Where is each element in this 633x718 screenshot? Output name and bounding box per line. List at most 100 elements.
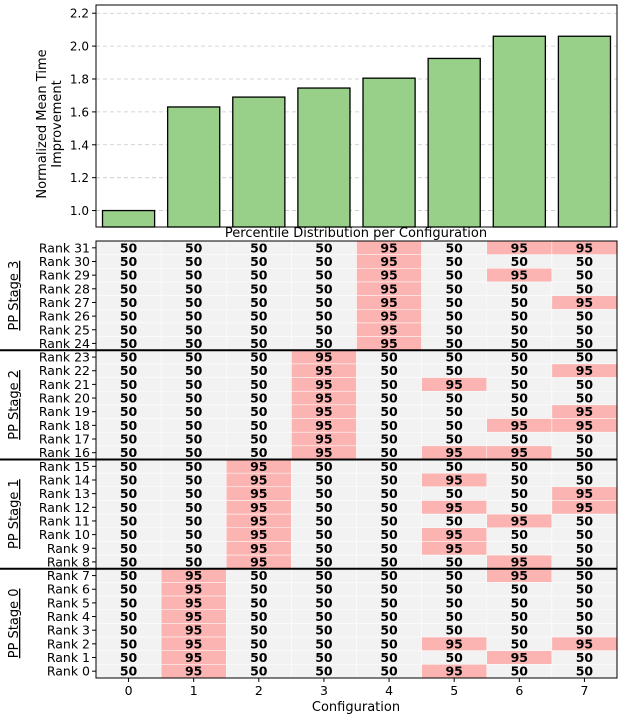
heatmap-cell-value: 50 bbox=[120, 554, 138, 569]
heatmap-cell-value: 50 bbox=[511, 595, 529, 610]
heatmap-cell-value: 50 bbox=[185, 240, 203, 255]
heatmap-cell-value: 50 bbox=[511, 541, 529, 556]
bar-config-7 bbox=[557, 35, 612, 228]
heatmap-cell-value: 50 bbox=[250, 432, 268, 447]
heatmap-cell-value: 95 bbox=[445, 472, 462, 487]
heatmap-cell-value: 50 bbox=[120, 240, 138, 255]
heatmap-cell-value: 50 bbox=[250, 377, 268, 392]
heatmap-cell-value: 50 bbox=[250, 309, 268, 324]
bar-series bbox=[101, 35, 612, 228]
bar-config-5 bbox=[427, 57, 481, 228]
heatmap-cell-value: 50 bbox=[511, 432, 529, 447]
heatmap-cell-value: 50 bbox=[250, 664, 268, 679]
heatmap-cell-value: 50 bbox=[380, 445, 398, 460]
heatmap-cell-value: 50 bbox=[120, 309, 138, 324]
heatmap-cell-value: 50 bbox=[445, 609, 463, 624]
heatmap-cell-value: 50 bbox=[511, 664, 529, 679]
heatmap-cell-value: 95 bbox=[380, 309, 397, 324]
heatmap-cell-value: 50 bbox=[511, 254, 529, 269]
heatmap-cell-value: 50 bbox=[576, 582, 594, 597]
heatmap-cell-value: 50 bbox=[511, 582, 529, 597]
heatmap-cell-value: 95 bbox=[380, 240, 397, 255]
heatmap-cell-value: 50 bbox=[576, 254, 594, 269]
heatmap-cell-value: 50 bbox=[380, 664, 398, 679]
heatmap-cell-value: 50 bbox=[315, 623, 333, 638]
heatmap-cell-value: 50 bbox=[576, 568, 594, 583]
heatmap-cell-value: 50 bbox=[120, 527, 138, 542]
heatmap-cell-value: 50 bbox=[511, 486, 529, 501]
heatmap-cell-value: 95 bbox=[315, 418, 332, 433]
bar-config-3 bbox=[297, 87, 351, 228]
heatmap-row-label: Rank 27 bbox=[39, 295, 90, 310]
heatmap-cell-value: 50 bbox=[576, 609, 594, 624]
heatmap-cell-value: 50 bbox=[250, 650, 268, 665]
heatmap-row-label: Rank 11 bbox=[39, 513, 90, 528]
heatmap-cell-value: 50 bbox=[120, 254, 138, 269]
bar-y-tick-label: 1.8 bbox=[70, 73, 89, 87]
heatmap-cell-value: 50 bbox=[511, 636, 529, 651]
heatmap-group-label: PP Stage 2 bbox=[7, 370, 22, 440]
heatmap-row-label: Rank 14 bbox=[39, 472, 90, 487]
heatmap-cell-value: 50 bbox=[120, 445, 138, 460]
heatmap-cell-value: 50 bbox=[120, 459, 138, 474]
heatmap-cell-value: 50 bbox=[315, 513, 333, 528]
heatmap-cell-value: 95 bbox=[185, 636, 202, 651]
heatmap-cell-value: 50 bbox=[250, 568, 268, 583]
heatmap-group-label: PP Stage 3 bbox=[7, 261, 22, 331]
heatmap-cell-value: 50 bbox=[250, 336, 268, 351]
heatmap-cell-value: 50 bbox=[511, 527, 529, 542]
heatmap-cell-value: 50 bbox=[576, 268, 594, 283]
heatmap-cell-value: 50 bbox=[185, 445, 203, 460]
heatmap-cell-value: 95 bbox=[576, 363, 593, 378]
heatmap-cell-value: 50 bbox=[511, 322, 529, 337]
heatmap-cell-value: 50 bbox=[315, 336, 333, 351]
heatmap-cell-value: 50 bbox=[185, 281, 203, 296]
heatmap-cell-value: 50 bbox=[445, 350, 463, 365]
heatmap-cell-value: 50 bbox=[380, 432, 398, 447]
heatmap-cell-value: 95 bbox=[511, 268, 528, 283]
heatmap-cell-value: 50 bbox=[576, 309, 594, 324]
heatmap-cell-value: 50 bbox=[576, 322, 594, 337]
heatmap-cell-value: 50 bbox=[380, 650, 398, 665]
heatmap-x-tick-label: 5 bbox=[450, 683, 458, 698]
bar-config-0 bbox=[101, 209, 156, 228]
bar-chart: 1.0 1.2 1.4 1.6 1.8 2.0 2.2 Normalized Mean Ti… bbox=[35, 4, 618, 228]
heatmap-cell-value: 95 bbox=[185, 568, 202, 583]
heatmap-cell-value: 50 bbox=[120, 391, 138, 406]
heatmap-cell-value: 50 bbox=[250, 418, 268, 433]
heatmap-cell-value: 95 bbox=[315, 350, 332, 365]
heatmap-row-label: Rank 3 bbox=[47, 623, 90, 638]
heatmap-cell-value: 50 bbox=[250, 281, 268, 296]
bar-y-tick-label: 2.2 bbox=[70, 7, 89, 21]
heatmap-cell-value: 50 bbox=[185, 336, 203, 351]
heatmap-cell-value: 50 bbox=[315, 459, 333, 474]
heatmap-cell-value: 50 bbox=[185, 268, 203, 283]
heatmap-cell-value: 50 bbox=[445, 309, 463, 324]
heatmap-cell-value: 95 bbox=[576, 486, 593, 501]
heatmap-cell-value: 50 bbox=[250, 609, 268, 624]
heatmap-row-label: Rank 19 bbox=[39, 404, 90, 419]
heatmap-row-label: Rank 26 bbox=[39, 309, 90, 324]
heatmap-cell-value: 50 bbox=[185, 377, 203, 392]
heatmap-cell-value: 95 bbox=[445, 664, 462, 679]
heatmap-cell-value: 50 bbox=[315, 595, 333, 610]
heatmap-cell-value: 95 bbox=[511, 650, 528, 665]
heatmap-cell-value: 50 bbox=[445, 281, 463, 296]
heatmap-cell-value: 95 bbox=[511, 513, 528, 528]
heatmap-cell-value: 50 bbox=[185, 295, 203, 310]
heatmap-cell-value: 50 bbox=[250, 268, 268, 283]
heatmap-cell-value: 50 bbox=[315, 582, 333, 597]
heatmap-row-label: Rank 18 bbox=[39, 418, 90, 433]
heatmap-cell-value: 95 bbox=[315, 391, 332, 406]
heatmap-cell-value: 95 bbox=[576, 295, 593, 310]
heatmap-cell-value: 50 bbox=[576, 541, 594, 556]
heatmap-row-label: Rank 0 bbox=[47, 664, 90, 679]
heatmap-cell-value: 50 bbox=[380, 554, 398, 569]
heatmap-cell-value: 95 bbox=[445, 541, 462, 556]
heatmap-cell-value: 95 bbox=[445, 377, 462, 392]
heatmap-cell-value: 50 bbox=[576, 391, 594, 406]
heatmap-cell-value: 50 bbox=[185, 254, 203, 269]
